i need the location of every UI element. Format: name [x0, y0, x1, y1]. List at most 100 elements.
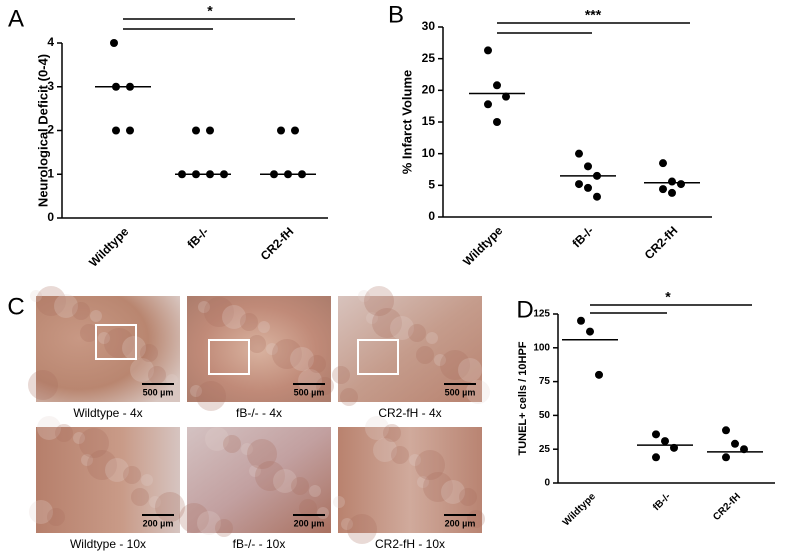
tissue-texture — [390, 316, 414, 340]
significance: * — [207, 3, 213, 19]
tissue-texture — [149, 496, 161, 508]
image-caption: fB-/- - 10x — [233, 537, 286, 551]
tissue-texture — [28, 370, 58, 400]
region-box — [95, 324, 137, 360]
tissue-texture — [249, 465, 261, 477]
tissue-texture — [299, 499, 317, 517]
tissue-texture — [291, 477, 309, 495]
x-tick-label: Wildtype — [561, 491, 598, 528]
tissue-texture — [248, 335, 266, 353]
tissue-texture — [241, 443, 253, 455]
tissue-texture — [317, 507, 329, 519]
data-point — [110, 39, 118, 47]
scale-bar-label: 200 µm — [143, 518, 174, 528]
tissue-texture — [347, 514, 377, 544]
data-point — [493, 118, 501, 126]
tissue-texture — [104, 328, 134, 358]
y-tick-label: 0 — [544, 478, 550, 489]
tissue-texture — [333, 496, 345, 508]
tissue-texture — [141, 474, 153, 486]
tissue-texture — [140, 344, 158, 362]
y-tick-label: 30 — [422, 19, 436, 33]
tissue-texture — [316, 377, 334, 395]
image-caption: fB-/- - 4x — [236, 406, 282, 420]
image-caption: Wildtype - 10x — [70, 537, 146, 551]
tissue-texture — [215, 519, 233, 537]
y-tick-label: 4 — [47, 35, 54, 49]
x-tick-label: Wildtype — [460, 223, 505, 268]
data-point — [575, 180, 583, 189]
tissue-texture — [341, 518, 353, 530]
tissue-texture — [79, 428, 109, 458]
scale-bar-label: 500 µm — [445, 387, 476, 397]
x-tick-label: CR2-fH — [711, 491, 743, 523]
data-point — [112, 126, 120, 135]
data-point — [661, 437, 669, 446]
tissue-texture — [255, 461, 285, 491]
region-box — [357, 339, 399, 375]
tissue-texture — [198, 301, 210, 313]
data-point — [722, 453, 730, 462]
tissue-texture — [364, 286, 394, 316]
tissue-texture — [205, 427, 229, 451]
panel-label: C — [7, 293, 24, 320]
tissue-texture — [309, 485, 321, 497]
tissue-texture — [434, 354, 446, 366]
tissue-texture — [372, 308, 402, 338]
data-point — [659, 185, 667, 194]
tissue-texture — [98, 332, 110, 344]
tissue-texture — [308, 355, 326, 373]
tissue-texture — [197, 511, 221, 535]
x-tick-label: CR2-fH — [258, 224, 297, 263]
micrograph — [338, 296, 482, 402]
data-point — [493, 81, 501, 90]
y-tick-label: 125 — [533, 309, 550, 320]
data-point — [731, 439, 739, 448]
tissue-texture — [332, 366, 350, 384]
tissue-texture — [29, 500, 53, 524]
tissue-texture — [196, 381, 226, 411]
tissue-texture — [266, 343, 278, 355]
image-caption: CR2-fH - 10x — [375, 537, 445, 551]
x-tick-label: CR2-fH — [642, 223, 681, 262]
x-tick-label: Wildtype — [86, 224, 131, 269]
tissue-texture — [365, 416, 389, 440]
tissue-texture — [179, 503, 209, 533]
tissue-texture — [366, 312, 378, 324]
data-point — [595, 370, 603, 379]
tissue-texture — [130, 358, 154, 382]
tissue-texture — [416, 346, 434, 364]
panel-label: A — [8, 5, 24, 32]
data-point — [291, 126, 299, 135]
x-tick-label: fB-/- — [651, 491, 673, 513]
data-point — [126, 126, 134, 135]
tissue-texture — [54, 294, 78, 318]
tissue-texture — [223, 435, 241, 453]
x-tick-label: fB-/- — [569, 223, 596, 250]
tissue-texture — [290, 347, 314, 371]
tissue-texture — [247, 439, 277, 469]
tissue-texture — [72, 302, 90, 320]
tissue-texture — [87, 450, 117, 480]
tissue-texture — [459, 488, 477, 506]
tissue-texture — [391, 446, 409, 464]
y-tick-label: 5 — [428, 178, 435, 192]
tissue-texture — [37, 416, 61, 440]
panel-label: B — [388, 1, 404, 28]
tissue-texture — [122, 336, 146, 360]
y-tick-label: 20 — [422, 83, 436, 97]
x-tick-label: fB-/- — [184, 224, 211, 251]
data-point — [586, 327, 594, 336]
tissue-texture — [131, 488, 149, 506]
tissue-texture — [105, 458, 129, 482]
data-point — [502, 92, 510, 101]
tissue-texture — [358, 290, 370, 302]
panel-label: D — [516, 296, 533, 323]
data-point — [677, 180, 685, 189]
data-point — [484, 100, 492, 109]
y-tick-label: 1 — [47, 166, 54, 180]
scale-bar-label: 500 µm — [294, 387, 325, 397]
region-box — [208, 339, 250, 375]
significance: * — [665, 289, 671, 305]
